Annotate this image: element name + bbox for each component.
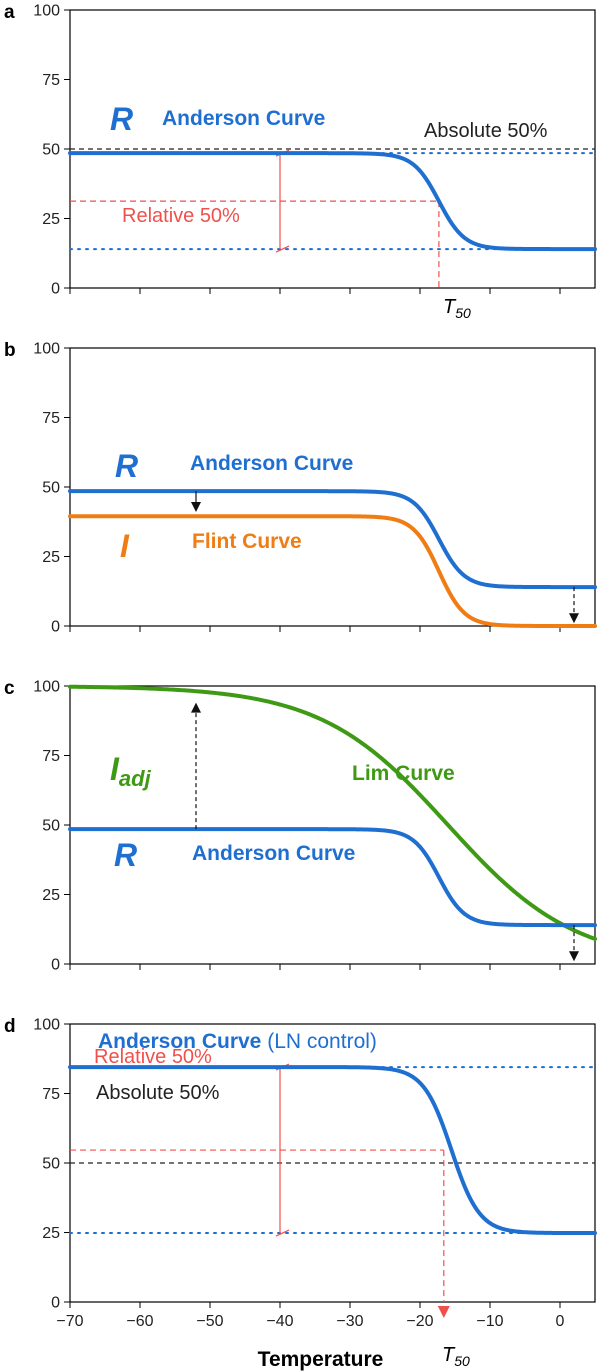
y-tick-label: 50 (42, 818, 60, 835)
panel-d: d 0 25 50 75 100 −70 −60 −50 −40 −30 −20 −10 0 Tempera… (4, 1016, 597, 1371)
series-symbol: R (115, 448, 138, 484)
series-flint-curve (68, 514, 597, 628)
series-name-label: Anderson Curve (192, 842, 355, 865)
x-tick-label: −50 (196, 1313, 223, 1330)
range-bracket-cap (275, 1229, 290, 1237)
t50-marker-triangle (437, 1306, 450, 1318)
x-tick-label: −20 (406, 1313, 433, 1330)
y-tick-label: 0 (51, 1295, 60, 1312)
y-tick-label: 25 (42, 549, 60, 566)
y-tick-label: 75 (42, 410, 60, 427)
series-lim-curve (68, 684, 597, 941)
arrow-head (569, 613, 579, 624)
y-tick-label: 0 (51, 281, 60, 298)
series-anderson-curve (68, 151, 597, 252)
arrow-head (191, 502, 201, 513)
panel-b: b 0 25 50 75 100 R Anderson Curve I Flint Curve (4, 340, 597, 636)
arrow-head (191, 702, 201, 713)
relative-50-label: Relative 50% (94, 1046, 212, 1068)
y-tick-label: 25 (42, 211, 60, 228)
t50-label: T50 (443, 296, 471, 321)
x-tick-label: −30 (336, 1313, 363, 1330)
series-name-label: Anderson Curve (LN control) (98, 1030, 377, 1053)
y-tick-label: 50 (42, 1156, 60, 1173)
absolute-50-label: Absolute 50% (96, 1082, 220, 1104)
y-tick-label: 75 (42, 748, 60, 765)
series-name-label: Lim Curve (352, 762, 455, 785)
x-axis-label: Temperature (258, 1348, 384, 1371)
x-tick-label: −10 (476, 1313, 503, 1330)
panel-label: a (4, 2, 15, 23)
series-symbol: Iadj (110, 751, 152, 791)
y-tick-label: 75 (42, 1086, 60, 1103)
y-tick-label: 50 (42, 142, 60, 159)
panel-c: c 0 25 50 75 100 Iadj Lim Curve R Anderson Curve (4, 678, 597, 974)
series-name-label: Flint Curve (192, 530, 302, 553)
plot-frame (69, 347, 596, 627)
plot-frame (69, 685, 596, 965)
series-symbol: R (110, 101, 133, 137)
series-name-label: Anderson Curve (162, 107, 325, 130)
y-tick-label: 25 (42, 1225, 60, 1242)
panel-label: b (4, 340, 16, 361)
y-tick-label: 75 (42, 72, 60, 89)
y-tick-label: 100 (33, 341, 60, 358)
y-tick-label: 100 (33, 3, 60, 20)
relative-50-label: Relative 50% (122, 205, 240, 227)
t50-label: T50 (442, 1344, 470, 1369)
absolute-50-label: Absolute 50% (424, 120, 548, 142)
y-tick-label: 100 (33, 1017, 60, 1034)
y-tick-label: 25 (42, 887, 60, 904)
arrow-head (569, 951, 579, 962)
panel-a: a 0 25 50 75 100 R Anderson Curve Absolute 50% Re… (4, 2, 597, 321)
panel-label: c (4, 678, 15, 699)
series-anderson-curve (68, 1065, 597, 1236)
x-tick-label: −70 (56, 1313, 83, 1330)
x-tick-label: −60 (126, 1313, 153, 1330)
y-tick-label: 0 (51, 619, 60, 636)
x-tick-label: 0 (556, 1313, 565, 1330)
panel-label: d (4, 1016, 16, 1037)
series-name-label: Anderson Curve (190, 452, 353, 475)
series-symbol: R (114, 837, 137, 873)
x-tick-label: −40 (266, 1313, 293, 1330)
y-tick-label: 50 (42, 480, 60, 497)
series-anderson-curve (68, 489, 597, 590)
range-bracket-cap (275, 245, 290, 253)
y-tick-label: 0 (51, 957, 60, 974)
y-tick-label: 100 (33, 679, 60, 696)
series-symbol: I (120, 528, 130, 564)
series-anderson-curve (68, 827, 597, 928)
